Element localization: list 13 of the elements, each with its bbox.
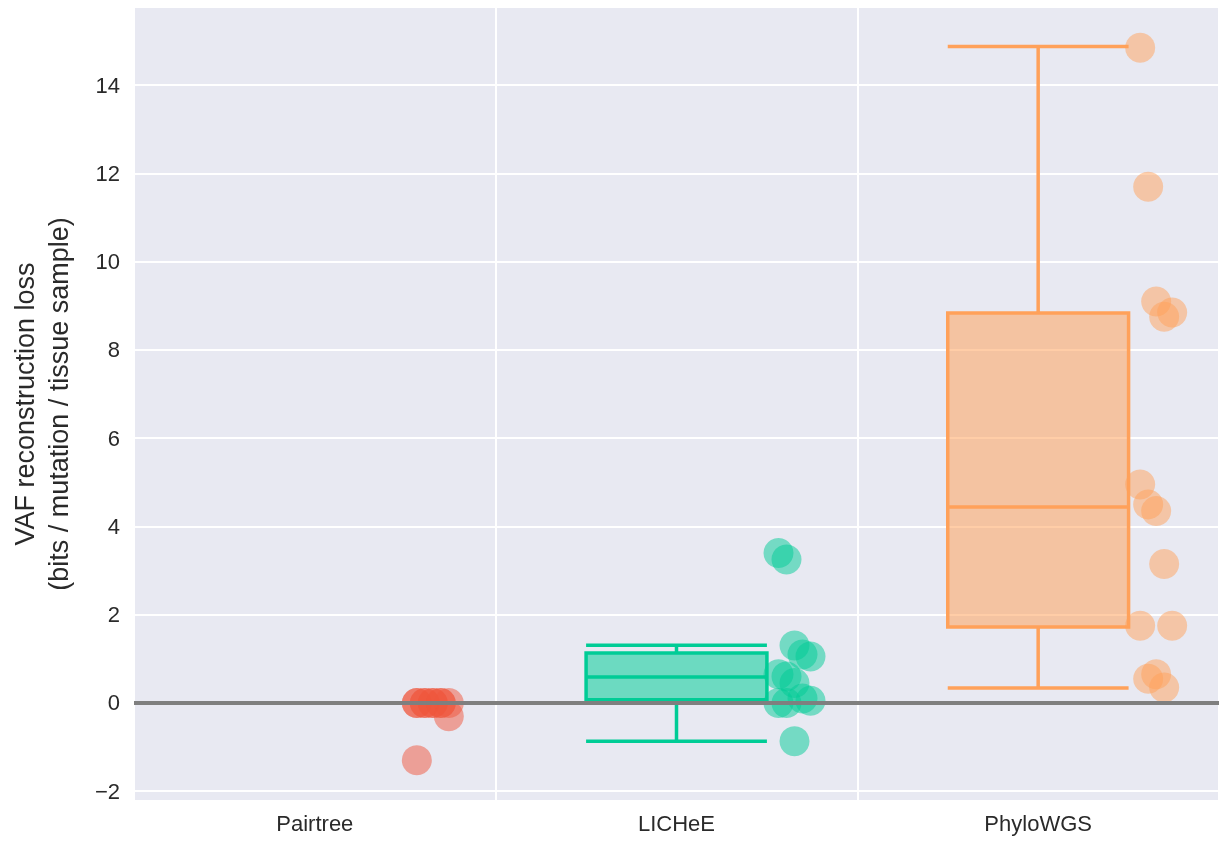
- y-tick-label: 8: [107, 337, 120, 363]
- y-tick-label: 12: [95, 160, 120, 186]
- x-tick-label: LICHeE: [637, 810, 716, 836]
- y-tick-label: 10: [95, 249, 120, 275]
- y-tick-label: 6: [107, 425, 120, 451]
- y-axis-title: VAF reconstruction loss (bits / mutation / tissue sample): [10, 217, 74, 591]
- x-tick-label: Pairtree: [276, 810, 354, 836]
- y-tick-label: 2: [107, 602, 120, 628]
- y-tick-label: 4: [107, 513, 120, 539]
- y-tick-label: 14: [95, 72, 120, 98]
- y-tick-label: −2: [94, 778, 120, 804]
- y-tick-label: 0: [107, 690, 120, 716]
- x-tick-label: PhyloWGS: [984, 810, 1092, 836]
